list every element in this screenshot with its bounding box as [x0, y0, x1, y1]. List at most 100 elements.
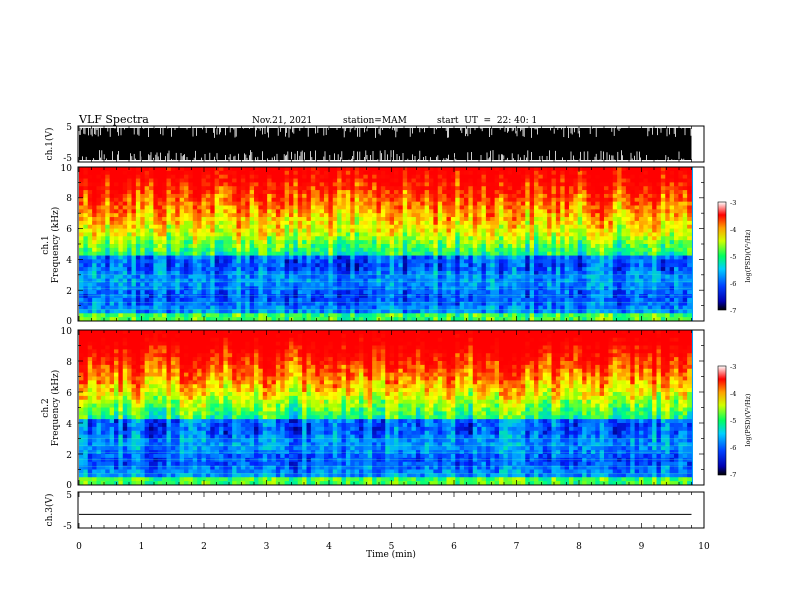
spectrogram-cell [170, 190, 176, 195]
spectrogram-cell [464, 244, 469, 249]
spectrogram-cell [625, 251, 631, 256]
spectrogram-cell [625, 201, 631, 206]
spectrogram-cell [442, 193, 447, 199]
spectrogram-cell [450, 186, 456, 191]
spectrogram-cell [170, 247, 176, 253]
spectrogram-cell [109, 232, 115, 237]
spectrogram-cell [210, 244, 216, 249]
spectrogram-cell [617, 170, 622, 176]
spectrogram-cell [359, 267, 364, 272]
spectrogram-cell [411, 205, 417, 210]
spectrogram-cell [179, 278, 185, 283]
spectrogram-cell [166, 174, 172, 179]
spectrogram-cell [227, 290, 233, 295]
spectrogram-cell [639, 193, 644, 199]
spectrogram-cell [398, 174, 404, 179]
spectrogram-cell [586, 274, 592, 280]
spectrogram-cell [96, 205, 102, 210]
spectrogram-cell [538, 170, 544, 176]
spectrogram-cell [499, 174, 504, 179]
spectrogram-cell [503, 190, 509, 195]
spectrogram-cell [205, 167, 211, 172]
spectrogram-cell [284, 220, 290, 226]
spectrogram-cell [328, 182, 334, 187]
spectrogram-cell [166, 197, 172, 203]
spectrogram-cell [262, 236, 268, 241]
spectrogram-cell [682, 186, 688, 191]
spectrogram-cell [529, 278, 535, 283]
spectrogram-cell [429, 278, 434, 283]
spectrogram-cell [310, 190, 316, 195]
spectrogram-cell [477, 282, 482, 287]
spectrogram-cell [516, 193, 522, 199]
spectrogram-cell [490, 186, 496, 191]
spectrogram-cell [503, 263, 509, 268]
spectrogram-cell [590, 267, 596, 272]
spectrogram-cell [114, 294, 119, 299]
spectrogram-cell [135, 232, 141, 237]
spectrogram-cell [569, 240, 574, 245]
spectrogram-cell [656, 274, 662, 280]
spectrogram-cell [275, 251, 281, 256]
spectrogram-cell [429, 209, 434, 214]
spectrogram-cell [280, 190, 286, 195]
spectrogram-cell [621, 255, 627, 260]
spectrogram-cell [332, 186, 338, 191]
spectrogram-cell [450, 228, 456, 233]
spectrogram-cell [525, 209, 531, 214]
spectrogram-cell [678, 232, 684, 237]
spectrogram-cell [345, 201, 351, 206]
spectrogram-cell [345, 267, 351, 272]
spectrogram-cell [219, 217, 224, 222]
spectrogram-cell [512, 220, 517, 226]
spectrogram-cell [490, 167, 496, 172]
spectrogram-cell [560, 213, 566, 218]
spectrogram-cell [472, 170, 478, 176]
spectrogram-cell [127, 244, 132, 249]
spectrogram-cell [87, 232, 93, 237]
spectrogram-cell [551, 236, 557, 241]
spectrogram-cell [534, 205, 539, 210]
spectrogram-cell [83, 267, 89, 272]
spectrogram-cell [634, 278, 640, 283]
spectrogram-cell [319, 170, 325, 176]
spectrogram-cell [415, 197, 421, 203]
spectrogram-cell [407, 274, 412, 280]
spectrogram-cell [617, 178, 622, 183]
spectrogram-cell [604, 282, 609, 287]
spectrogram-cell [634, 232, 640, 237]
spectrogram-cell [293, 251, 299, 256]
spectrogram-cell [122, 186, 128, 191]
spectrogram-cell [385, 263, 391, 268]
spectrogram-cell [232, 209, 237, 214]
spectrogram-cell [608, 236, 614, 241]
spectrogram-cell [551, 244, 557, 249]
spectrogram-cell [92, 267, 97, 272]
spectrogram-cell [669, 282, 675, 287]
spectrogram-cell [547, 274, 552, 280]
spectrogram-cell [258, 236, 264, 241]
spectrogram-cell [332, 170, 338, 176]
spectrogram-cell [306, 244, 312, 249]
spectrogram-cell [678, 205, 684, 210]
spectrogram-cell [503, 209, 509, 214]
spectrogram-cell [205, 186, 211, 191]
spectrogram-cell [660, 232, 666, 237]
spectrogram-cell [315, 209, 321, 214]
spectrogram-cell [179, 259, 185, 264]
spectrogram-cell [621, 224, 627, 229]
spectrogram-cell [442, 228, 447, 233]
spectrogram-cell [446, 209, 452, 214]
spectrogram-cell [319, 282, 325, 287]
spectrogram-cell [450, 282, 456, 287]
spectrogram-cell [236, 255, 242, 260]
spectrogram-cell [350, 186, 356, 191]
spectrogram-cell [310, 178, 316, 183]
spectrogram-cell [293, 213, 299, 218]
spectrogram-cell [590, 236, 596, 241]
spectrogram-cell [516, 224, 522, 229]
spectrogram-cell [324, 209, 329, 214]
spectrogram-cell [109, 209, 115, 214]
spectrogram-cell [210, 197, 216, 203]
spectrogram-cell [96, 244, 102, 249]
